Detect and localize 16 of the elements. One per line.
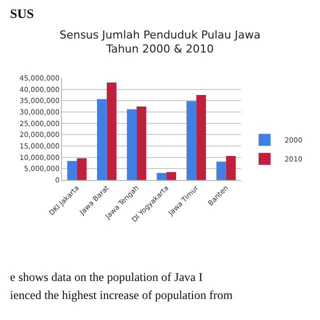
text: e shows data on the population of Java I: [10, 270, 203, 284]
bar: [226, 156, 236, 180]
bar: [186, 101, 196, 180]
bar: [196, 95, 206, 180]
text: ienced the highest increase of population from: [10, 288, 234, 302]
text: SUS: [10, 6, 34, 21]
bar: [216, 162, 226, 180]
bar: [67, 160, 77, 180]
bar: [106, 82, 116, 180]
bar: [126, 109, 137, 180]
bar: [166, 172, 176, 180]
chart-title: Sensus Jumlah Penduduk Pulau Jawa Tahun 2000 & 2010: [59, 28, 261, 56]
bar: [97, 99, 107, 180]
bar: [136, 106, 146, 180]
bar: [76, 158, 87, 180]
bar: [156, 172, 166, 180]
